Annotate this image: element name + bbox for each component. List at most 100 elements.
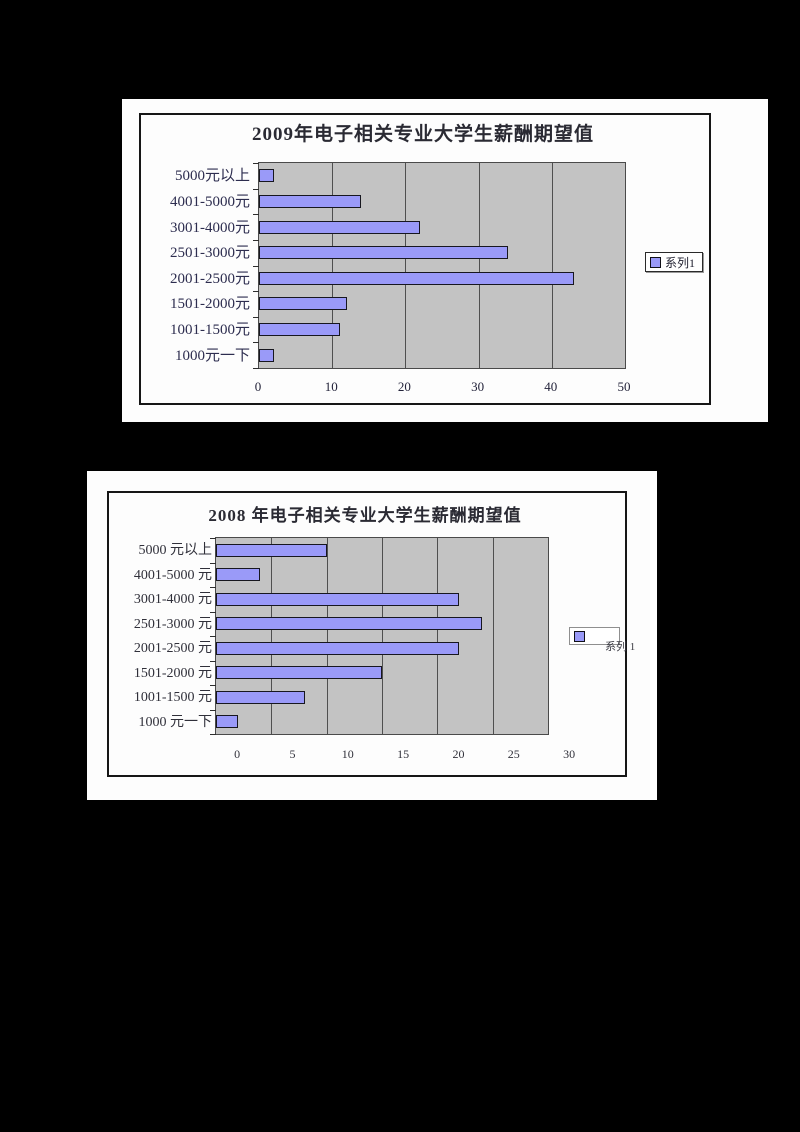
legend: 系列1 [645,252,703,272]
y-axis-tick [210,685,216,686]
y-axis-tick [253,163,259,164]
plot-area [210,537,549,735]
category-label: 4001-5000 元 [133,567,212,583]
bar-row [216,710,548,735]
gridline [492,538,494,734]
legend-series-marker-icon [650,256,661,268]
x-tick-label: 5 [289,747,296,761]
x-tick-label: 20 [397,379,411,394]
bar [259,297,347,311]
x-tick-label: 0 [254,379,262,394]
category-label: 5000元以上 [174,168,250,185]
bar-row [216,636,548,661]
x-tick-label: 0 [234,747,241,761]
bar [259,194,362,208]
category-label: 1000 元一下 [138,714,213,730]
y-axis-tick [210,636,216,637]
bar-rows [259,163,625,368]
x-tick-label: 20 [452,747,465,761]
x-tick-label: 50 [617,379,631,394]
y-axis-tick [253,342,259,344]
bar-row [259,317,625,343]
bar-row [216,612,548,637]
category-label: 1501-2000元 [170,296,250,313]
y-axis-tick [253,265,259,267]
category-label: 1501-2000 元 [133,665,212,681]
chart-figure-2008: 2008 年电子相关专业大学生薪酬期望值 5000 元以上 4001-5000 元… [87,471,657,800]
bar [259,348,274,362]
category-label: 5000 元以上 [138,543,213,559]
gridline [551,163,553,368]
bar-row [259,214,625,240]
category-label: 3001-4000 元 [133,592,212,608]
y-axis-tick [253,214,259,216]
x-tick-label: 25 [507,747,520,761]
y-axis-tick [253,188,259,190]
category-label: 1001-1500元 [170,322,250,339]
plot-area [253,162,626,369]
legend-label: 系列1 [665,255,696,270]
y-axis-tick [210,562,216,564]
y-axis-tick [210,660,216,662]
bar [259,271,574,285]
category-label: 3001-4000元 [170,219,250,236]
bar [216,641,460,655]
bar [216,543,327,557]
x-tick-label: 30 [471,379,485,394]
gridline [271,538,273,734]
bar-row [259,342,625,368]
bar [259,220,421,234]
bar-row [216,563,548,588]
y-axis-tick [210,587,216,588]
x-tick-label: 10 [324,379,338,394]
y-axis-tick [210,538,216,539]
bar-row [259,163,625,189]
x-tick-label: 10 [341,747,354,761]
gridline [382,538,383,734]
bar-row [259,189,625,215]
gridline [326,538,328,734]
gridline [332,163,334,368]
y-axis-tick [210,611,216,613]
y-axis-tick [210,734,216,735]
category-label: 2501-3000元 [170,245,250,262]
bar-row [216,685,548,710]
bar [216,617,482,631]
bar [216,715,239,729]
category-label: 2001-2500元 [170,270,250,287]
bar-row [259,291,625,317]
x-axis: 0 10 20 30 40 50 [254,379,631,397]
y-axis-tick [253,291,259,293]
bar-row [216,661,548,686]
legend-series-marker-icon [574,631,585,642]
x-tick-label: 40 [544,379,558,394]
bar-row [259,240,625,266]
category-label: 1000元一下 [174,347,250,364]
bar [259,169,274,183]
x-axis: 0 5 10 15 20 25 30 [215,747,575,765]
y-axis-tick [253,368,259,369]
category-axis: 5000 元以上 4001-5000 元 3001-4000 元 2501-3000 … [97,537,212,733]
bar [259,246,508,260]
category-label: 2001-2500 元 [133,641,212,657]
category-label: 2501-3000 元 [133,616,212,632]
category-label: 1001-1500 元 [133,690,212,706]
bar-row [259,266,625,292]
y-axis-tick [253,316,259,318]
gridline [437,538,439,734]
bar [259,323,340,337]
bar-rows [216,538,548,734]
bar [216,666,382,680]
bar [216,690,305,704]
bar-row [216,538,548,563]
legend: 系列 1 [569,627,635,653]
chart-title: 2009年电子相关专业大学生薪酬期望值 [251,124,594,145]
chart-title: 2008 年电子相关专业大学生薪酬期望值 [208,506,522,525]
legend-label: 系列 1 [605,641,636,653]
gridline [478,163,480,368]
category-axis: 5000元以上 4001-5000元 3001-4000元 2501-3000元 200… [150,162,250,367]
y-axis-tick [210,709,216,711]
bar-row [216,587,548,612]
x-tick-label: 15 [397,747,410,761]
